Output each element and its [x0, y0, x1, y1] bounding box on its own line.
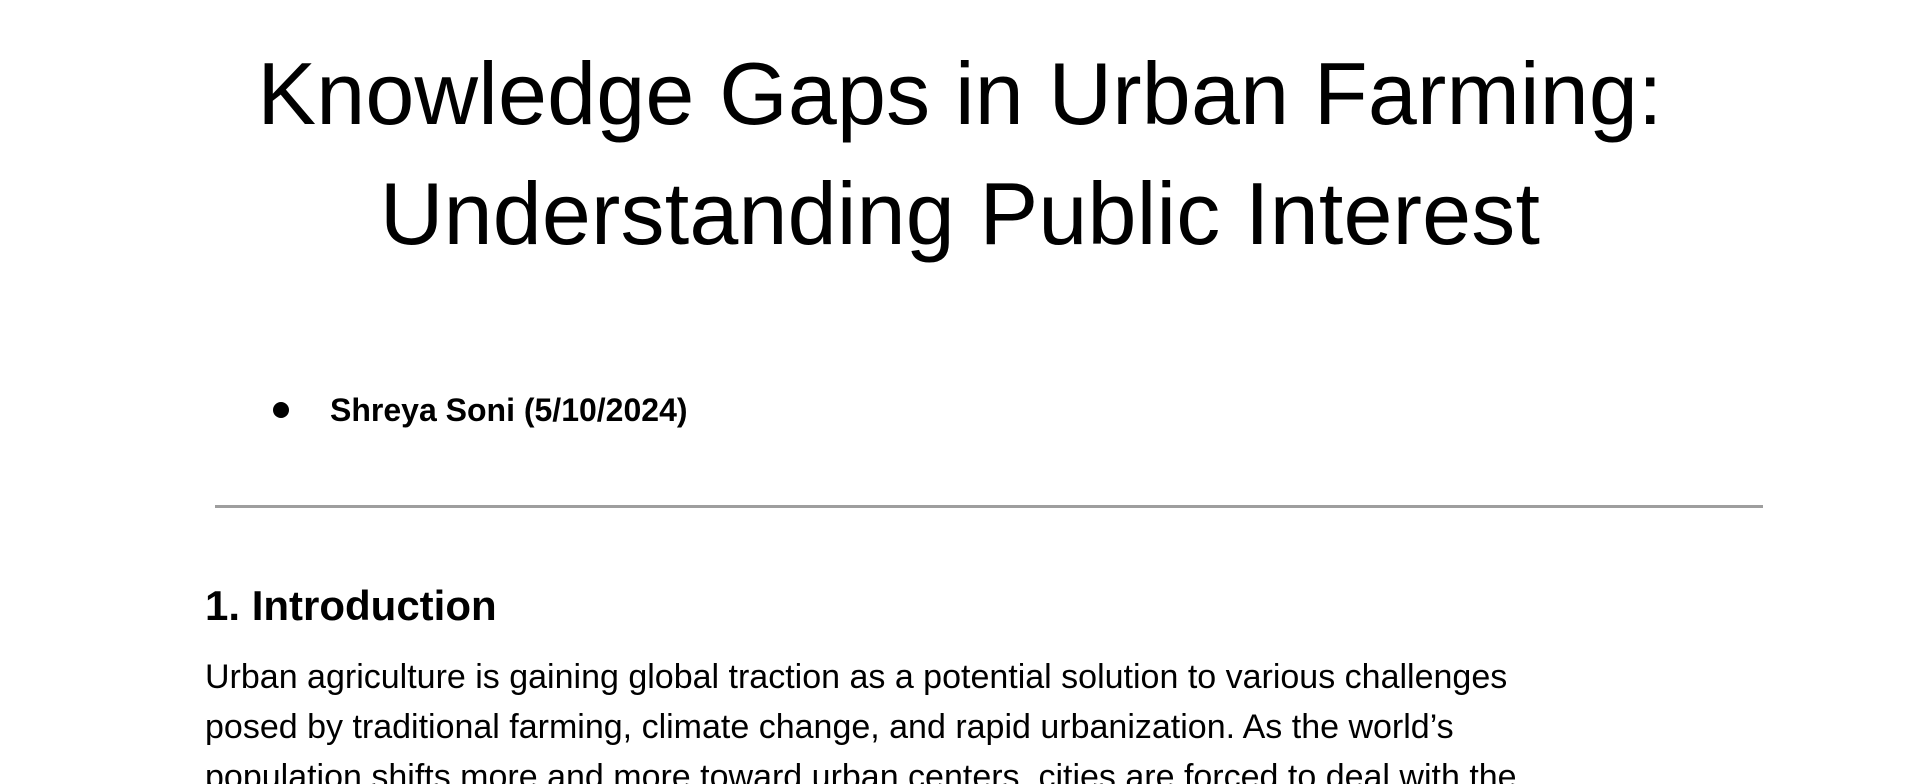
author-list: Shreya Soni (5/10/2024) — [266, 385, 688, 435]
title-line: Knowledge Gaps in Urban Farming: — [257, 44, 1663, 143]
title-line: Understanding Public Interest — [379, 164, 1541, 263]
introduction-paragraph: Urban agriculture is gaining global trac… — [205, 652, 1765, 784]
horizontal-divider — [215, 505, 1763, 508]
paragraph-line: population shifts more and more toward u… — [205, 758, 1517, 784]
paragraph-line: Urban agriculture is gaining global trac… — [205, 658, 1508, 696]
section-heading-introduction: 1. Introduction — [205, 582, 497, 629]
document-title: Knowledge Gaps in Urban Farming: Underst… — [0, 34, 1920, 274]
author-item: Shreya Soni (5/10/2024) — [266, 385, 688, 435]
paragraph-line: posed by traditional farming, climate ch… — [205, 708, 1454, 746]
bullet-icon — [273, 402, 289, 418]
author-name: Shreya Soni (5/10/2024) — [330, 392, 688, 428]
